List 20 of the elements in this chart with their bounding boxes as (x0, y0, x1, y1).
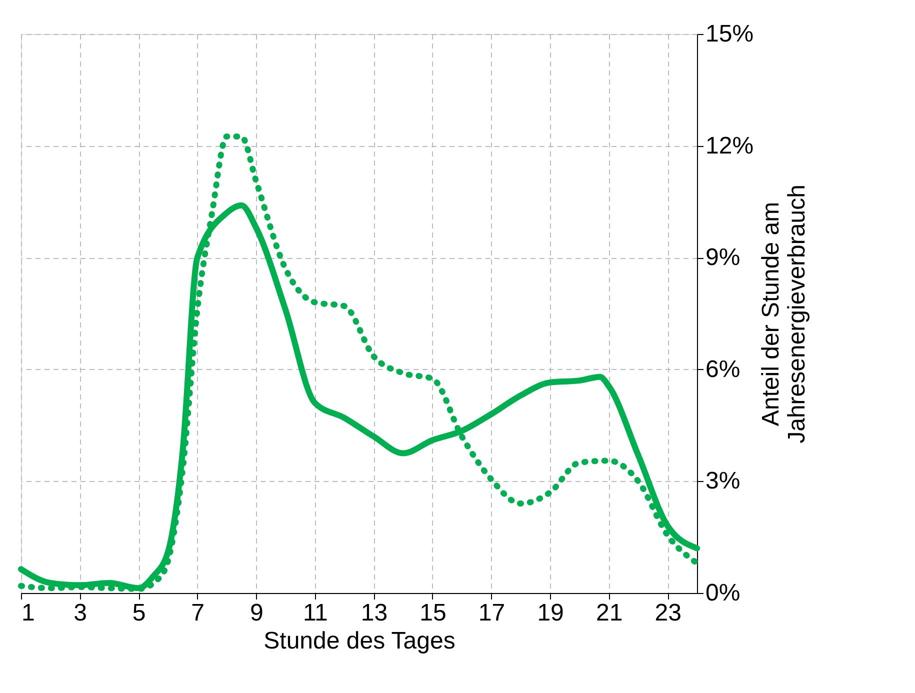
x-tick-label: 3 (74, 600, 87, 626)
x-tick-label: 21 (596, 600, 623, 626)
y-tick-label: 15% (706, 20, 754, 48)
y-tick-label: 9% (706, 244, 740, 272)
x-tick-label: 23 (654, 600, 682, 626)
y-tick-label: 6% (706, 356, 740, 383)
x-tick-label: 9 (250, 600, 264, 626)
x-tick-label: 13 (360, 600, 388, 626)
y-axis-title: Anteil der Stunde am Jahresenergieverbrauch (758, 184, 811, 444)
y-tick-label: 3% (706, 468, 740, 495)
x-tick-label: 19 (537, 600, 564, 626)
x-tick-label: 5 (132, 600, 146, 626)
x-tick-label: 1 (22, 600, 35, 626)
x-tick-label: 7 (191, 600, 205, 626)
y-tick-label: 12% (706, 132, 754, 160)
x-tick-label: 11 (302, 600, 328, 626)
x-tick-label: 17 (478, 600, 506, 626)
x-tick-label: 15 (420, 600, 446, 626)
y-tick-label: 0% (706, 580, 740, 606)
x-axis-title: Stunde des Tages (264, 628, 456, 654)
